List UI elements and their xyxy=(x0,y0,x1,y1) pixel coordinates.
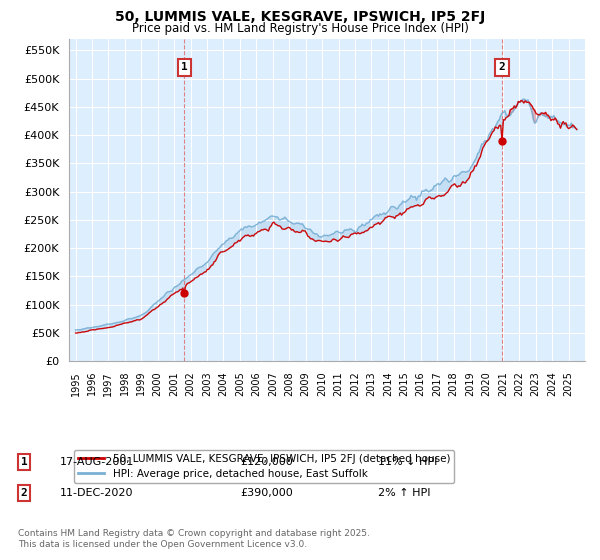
Text: 11-DEC-2020: 11-DEC-2020 xyxy=(60,488,133,498)
Text: 1: 1 xyxy=(20,457,28,467)
Text: £120,000: £120,000 xyxy=(240,457,293,467)
Text: 2% ↑ HPI: 2% ↑ HPI xyxy=(378,488,431,498)
Text: Price paid vs. HM Land Registry's House Price Index (HPI): Price paid vs. HM Land Registry's House … xyxy=(131,22,469,35)
Text: 17-AUG-2001: 17-AUG-2001 xyxy=(60,457,134,467)
Text: 11% ↓ HPI: 11% ↓ HPI xyxy=(378,457,437,467)
Text: Contains HM Land Registry data © Crown copyright and database right 2025.
This d: Contains HM Land Registry data © Crown c… xyxy=(18,529,370,549)
Text: 1: 1 xyxy=(181,63,188,72)
Text: 50, LUMMIS VALE, KESGRAVE, IPSWICH, IP5 2FJ: 50, LUMMIS VALE, KESGRAVE, IPSWICH, IP5 … xyxy=(115,10,485,24)
Text: 2: 2 xyxy=(20,488,28,498)
Text: 2: 2 xyxy=(499,63,505,72)
Text: £390,000: £390,000 xyxy=(240,488,293,498)
Legend: 50, LUMMIS VALE, KESGRAVE, IPSWICH, IP5 2FJ (detached house), HPI: Average price: 50, LUMMIS VALE, KESGRAVE, IPSWICH, IP5 … xyxy=(74,450,454,483)
